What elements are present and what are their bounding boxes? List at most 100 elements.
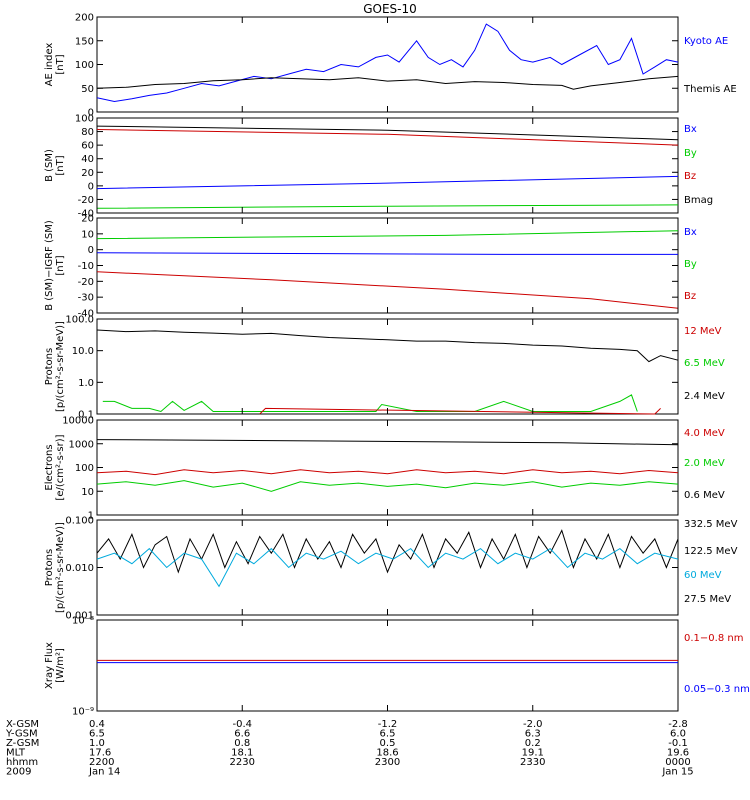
legend-entry: 122.5 MeV	[684, 546, 738, 557]
footer-row-label: 2009	[6, 767, 31, 778]
y-tick-label: 1000	[69, 439, 94, 450]
y-tick-label: 1.0	[78, 378, 94, 389]
legend-entry: 0.1−0.8 nm	[684, 633, 743, 644]
series-line-6-5-mev	[102, 394, 638, 413]
y-axis-label: B (SM)	[44, 149, 55, 182]
y-tick-label: 10.0	[72, 346, 94, 357]
legend-entry: Bz	[684, 171, 696, 182]
y-axis-label: Protons	[44, 348, 55, 385]
footer-value: 2230	[230, 757, 255, 768]
legend-entry: 12 MeV	[684, 326, 722, 337]
y-tick-label: 20	[81, 168, 94, 179]
y-tick-label: -30	[78, 293, 94, 304]
footer-value: 0.5	[380, 738, 396, 749]
series-line-bx	[96, 175, 679, 190]
footer-value: Jan 14	[88, 767, 120, 778]
footer-value: 0.4	[89, 719, 105, 730]
y-axis-label: B (SM)−IGRF (SM)	[44, 220, 55, 311]
legend-entry: Bmag	[684, 195, 713, 206]
series-line-bz	[96, 129, 679, 146]
footer-value: -2.8	[668, 719, 688, 730]
y-tick-label: 1	[88, 511, 94, 522]
series-line-bz	[96, 271, 679, 309]
y-axis-label: Electrons	[44, 444, 55, 490]
footer-value: -0.4	[232, 719, 252, 730]
panel-protons_lo: 0.001 0.010 0.100 Protons [p/(cm²-s-sr-MeV)]…	[44, 516, 738, 622]
footer-value: 0000	[665, 757, 690, 768]
footer-value: -1.2	[378, 719, 398, 730]
y-tick-label: 60	[81, 141, 94, 152]
panel-frame	[96, 419, 679, 516]
series-line-bmag	[96, 125, 679, 141]
y-tick-label: 0.1	[78, 410, 94, 421]
y-tick-label: 10	[81, 487, 94, 498]
y-tick-label: 0.001	[65, 611, 94, 622]
legend-entry: Bz	[684, 291, 696, 302]
legend-entry: 2.0 MeV	[684, 458, 725, 469]
chart-title: GOES-10	[363, 2, 417, 16]
footer-row-label: hhmm	[6, 757, 38, 768]
y-tick-label: -20	[78, 277, 94, 288]
y-tick-label: 80	[81, 127, 94, 138]
y-tick-label: 10⁻⁸	[72, 616, 94, 627]
y-tick-label: 10⁻⁹	[72, 707, 94, 718]
footer-value: 2300	[375, 757, 400, 768]
panel-ae: 0 50 100 150 200 AE index [nT] Kyoto AE Themis A…	[44, 13, 737, 119]
y-tick-label: -10	[78, 261, 94, 272]
panel-frame	[96, 519, 679, 616]
x-axis-footer: X-GSM 0.4 -0.4 -1.2 -2.0 -2.8 Y-GSM 6.5 6.6 6.5 6.…	[5, 719, 694, 778]
y-tick-label: -40	[78, 309, 94, 320]
series-line-2-0-mev	[96, 480, 679, 492]
footer-value: 2330	[520, 757, 545, 768]
footer-value: 6.5	[380, 729, 396, 740]
series-line-kyoto-ae	[96, 23, 679, 103]
footer-row-label: MLT	[6, 748, 26, 759]
footer-value: 6.3	[525, 729, 541, 740]
legend-entry: By	[684, 148, 697, 159]
footer-row-label: X-GSM	[6, 719, 39, 730]
legend-entry: Bx	[684, 227, 697, 238]
y-tick-label: 0.100	[65, 516, 94, 527]
panel-bsm: -40 -20 0 20 40 60 80 100 B (SM) [nT] Bx By Bz Bmag	[44, 114, 713, 220]
y-tick-label: 200	[75, 13, 94, 24]
panel-frame	[96, 619, 679, 712]
footer-value: 0.8	[234, 738, 250, 749]
panel-frame	[96, 318, 679, 415]
y-tick-label: 100	[75, 463, 94, 474]
y-tick-label: 40	[81, 154, 94, 165]
legend-entry: 60 MeV	[684, 570, 722, 581]
y-axis-label: [e/(cm²-s-sr)]	[55, 434, 66, 500]
y-axis-label: Protons	[44, 549, 55, 586]
panel-electrons: 1 10 100 1000 10000 Electrons [e/(cm²-s-sr)] 4.…	[44, 416, 725, 522]
legend-entry: 2.4 MeV	[684, 391, 725, 402]
series-line-0-6-mev	[96, 439, 679, 446]
footer-value: 18.1	[231, 748, 253, 759]
y-axis-label: [nT]	[55, 255, 66, 275]
y-tick-label: 0	[88, 181, 94, 192]
footer-value: 17.6	[89, 748, 111, 759]
footer-value: -2.0	[523, 719, 543, 730]
y-axis-label: [p/(cm²-s-sr-MeV)]	[55, 522, 66, 613]
y-tick-label: 0	[88, 108, 94, 119]
panel-bdiff: -40 -30 -20 -10 0 10 20 B (SM)−IGRF (SM) [nT] Bx B…	[44, 214, 697, 320]
panel-frame	[96, 117, 679, 214]
y-axis-label: AE index	[44, 43, 55, 87]
footer-row-label: Y-GSM	[5, 729, 38, 740]
y-tick-label: 100	[75, 114, 94, 125]
footer-value: 19.6	[667, 748, 689, 759]
y-tick-label: 20	[81, 214, 94, 225]
series-line-by	[96, 204, 679, 209]
y-tick-label: 0.010	[65, 563, 94, 574]
panel-frame	[96, 16, 679, 113]
legend-entry: 0.05−0.3 nm	[684, 684, 750, 695]
panel-xray: 10⁻⁹ 10⁻⁸ Xray Flux [W/m²] 0.1−0.8 nm 0.05−0.…	[44, 616, 750, 718]
y-axis-label: Xray Flux	[44, 642, 55, 689]
y-tick-label: 150	[75, 36, 94, 47]
legend-entry: Themis AE	[683, 84, 737, 95]
series-line-4-0-mev	[96, 469, 679, 476]
y-tick-label: 100.0	[65, 315, 94, 326]
footer-value: 1.0	[89, 738, 105, 749]
y-axis-label: [p/(cm²-s-sr-MeV)]	[55, 321, 66, 412]
